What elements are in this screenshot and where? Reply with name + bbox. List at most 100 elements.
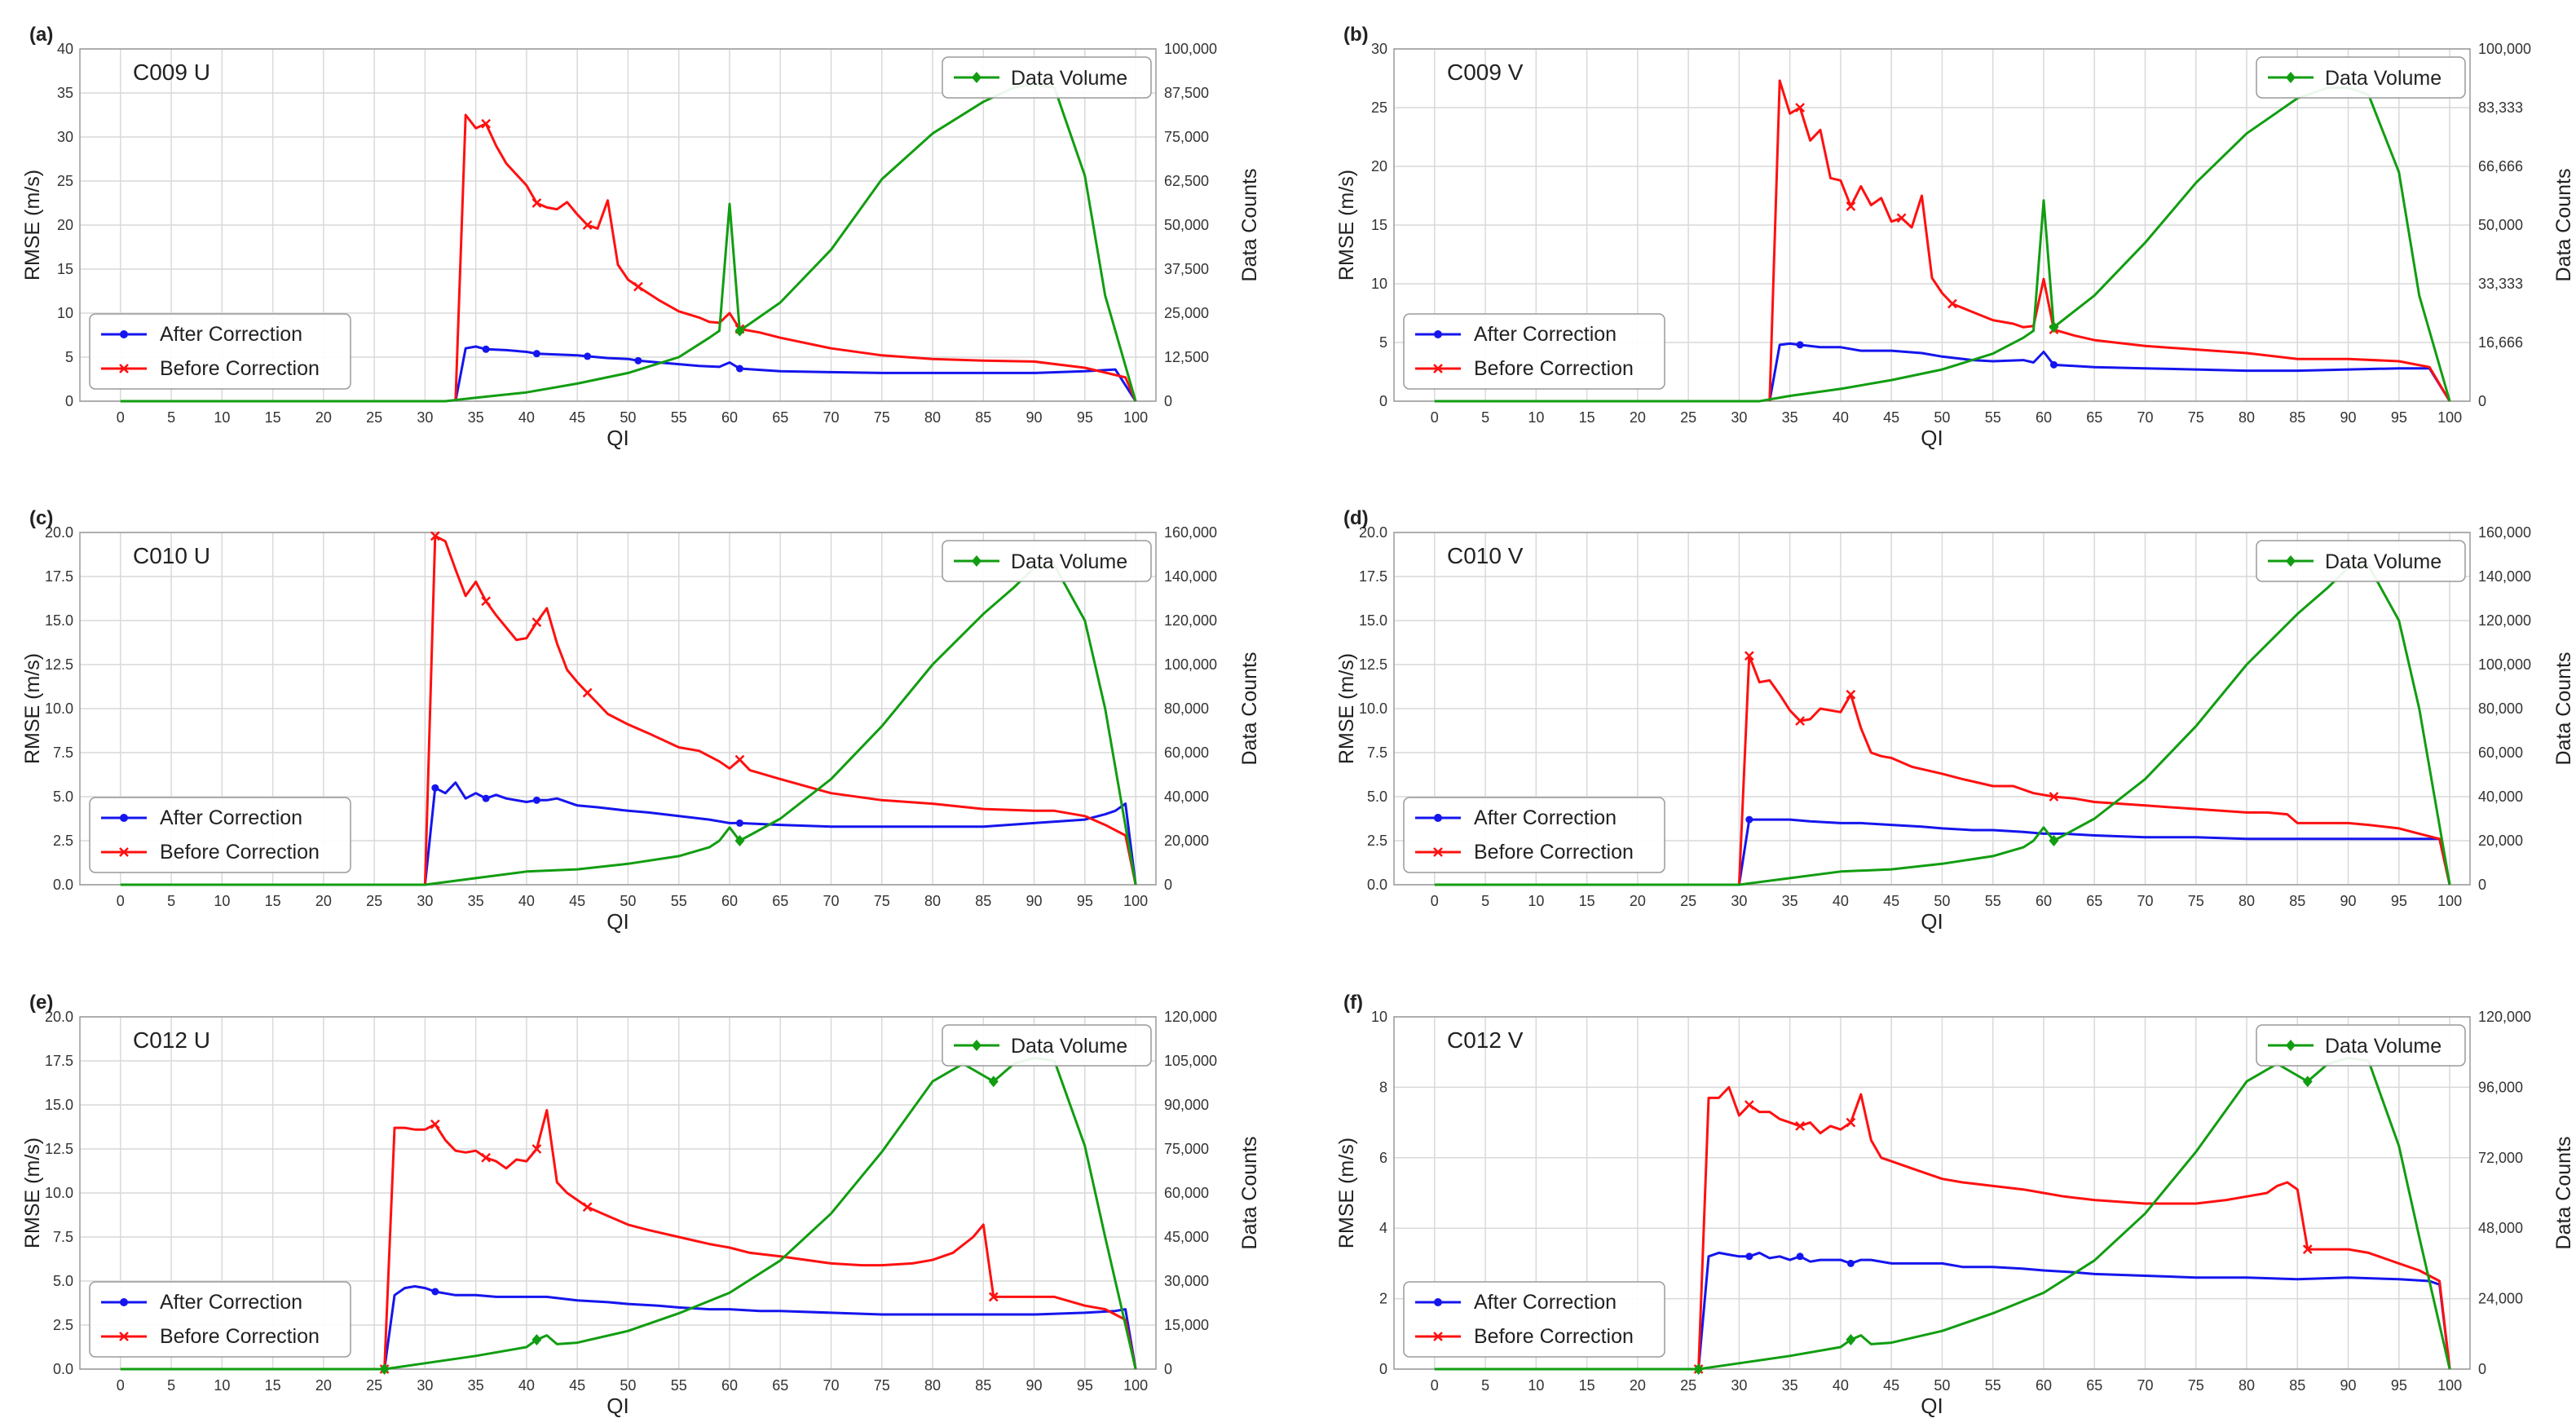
y-tick-label: 0 bbox=[1379, 1361, 1387, 1377]
y-tick-label: 17.5 bbox=[45, 568, 73, 585]
data-point-marker bbox=[532, 1144, 542, 1154]
x-tick-label: 85 bbox=[2289, 409, 2305, 426]
y-tick-label: 12.5 bbox=[45, 1141, 73, 1157]
data-point-marker bbox=[584, 352, 592, 360]
y2-tick-label: 120,000 bbox=[2478, 612, 2531, 629]
y2-tick-label: 120,000 bbox=[1164, 1009, 1217, 1025]
legend-right: Data Volume bbox=[942, 1024, 1152, 1067]
y2-tick-label: 0 bbox=[2478, 1361, 2486, 1377]
y-tick-label: 20.0 bbox=[1359, 524, 1387, 541]
x-tick-label: 85 bbox=[975, 893, 991, 909]
y2-tick-label: 140,000 bbox=[2478, 568, 2531, 585]
y2-axis-label: Data Counts bbox=[1238, 1137, 1261, 1250]
x-tick-label: 20 bbox=[315, 409, 332, 426]
y2-tick-label: 50,000 bbox=[1164, 217, 1209, 233]
series-line bbox=[1768, 342, 2451, 402]
y-tick-label: 2.5 bbox=[53, 833, 73, 849]
x-tick-label: 25 bbox=[366, 893, 382, 909]
y2-tick-label: 0 bbox=[2478, 393, 2486, 409]
y2-tick-label: 50,000 bbox=[2478, 217, 2523, 233]
legend-marker bbox=[119, 1332, 129, 1341]
series-after-correction bbox=[1737, 815, 2451, 886]
legend-box bbox=[89, 797, 351, 873]
panel-label: (c) bbox=[29, 507, 53, 529]
x-tick-label: 40 bbox=[518, 1377, 535, 1394]
x-tick-label: 5 bbox=[167, 1377, 175, 1394]
x-tick-label: 40 bbox=[1833, 893, 1849, 909]
panel-label: (f) bbox=[1343, 992, 1363, 1014]
x-tick-label: 55 bbox=[671, 893, 687, 909]
series-before-correction bbox=[1768, 79, 2451, 402]
y-tick-label: 15 bbox=[57, 261, 73, 277]
data-point-marker bbox=[1795, 103, 1805, 113]
y2-axis-label: Data Counts bbox=[1238, 652, 1261, 766]
y2-tick-label: 72,000 bbox=[2478, 1150, 2523, 1166]
plot-frame bbox=[79, 1016, 1157, 1370]
y-tick-label: 10.0 bbox=[45, 700, 73, 717]
y-tick-label: 7.5 bbox=[53, 1229, 73, 1245]
y-tick-label: 30 bbox=[57, 129, 73, 145]
x-tick-label: 100 bbox=[1123, 893, 1148, 909]
legend-box bbox=[2256, 540, 2466, 582]
x-tick-label: 60 bbox=[2036, 1377, 2052, 1394]
x-tick-label: 0 bbox=[117, 409, 125, 426]
x-tick-label: 10 bbox=[214, 1377, 230, 1394]
y2-axis-label: Data Counts bbox=[2552, 652, 2575, 766]
x-tick-label: 5 bbox=[1481, 1377, 1489, 1394]
series-line bbox=[1737, 818, 2451, 886]
x-tick-label: 90 bbox=[1026, 409, 1043, 426]
y2-tick-label: 105,000 bbox=[1164, 1053, 1217, 1069]
y-tick-label: 5 bbox=[65, 349, 73, 365]
data-point-marker bbox=[431, 784, 439, 792]
data-point-marker bbox=[735, 819, 743, 827]
data-point-marker bbox=[1846, 1117, 1856, 1128]
data-point-marker bbox=[1846, 1334, 1856, 1345]
data-point-marker bbox=[482, 794, 490, 802]
y-tick-label: 7.5 bbox=[53, 744, 73, 761]
series-line bbox=[383, 1109, 1137, 1370]
x-tick-label: 15 bbox=[265, 1377, 281, 1394]
y2-tick-label: 45,000 bbox=[1164, 1229, 1209, 1245]
x-tick-label: 40 bbox=[1833, 409, 1849, 426]
legend-label: After Correction bbox=[160, 806, 302, 829]
x-tick-label: 95 bbox=[1077, 409, 1093, 426]
x-tick-label: 100 bbox=[2437, 893, 2462, 909]
series-before-correction bbox=[423, 531, 1137, 886]
y2-tick-label: 96,000 bbox=[2478, 1079, 2523, 1095]
x-tick-label: 45 bbox=[569, 409, 585, 426]
chart-panel-c: 0 5 10 15 20 25 30 35 40 45 50 55 60 65 70 75 80 85 90 95 10… bbox=[21, 507, 1261, 934]
x-tick-label: 55 bbox=[671, 1377, 687, 1394]
y2-tick-label: 0 bbox=[1164, 1361, 1172, 1377]
y-tick-label: 12.5 bbox=[45, 656, 73, 673]
x-axis-label: QI bbox=[607, 426, 629, 450]
x-tick-label: 80 bbox=[2239, 409, 2255, 426]
x-tick-label: 65 bbox=[772, 409, 788, 426]
data-point-marker bbox=[1745, 1252, 1753, 1261]
x-tick-label: 25 bbox=[1680, 893, 1696, 909]
chart-panel-e: 0 5 10 15 20 25 30 35 40 45 50 55 60 65 70 75 80 85 90 95 10… bbox=[21, 992, 1261, 1418]
data-point-marker bbox=[2049, 792, 2059, 802]
y-tick-label: 10.0 bbox=[1359, 700, 1387, 717]
y-tick-label: 15.0 bbox=[45, 612, 73, 629]
y2-tick-label: 15,000 bbox=[1164, 1317, 1209, 1333]
x-tick-label: 0 bbox=[117, 893, 125, 909]
y-tick-label: 10 bbox=[1371, 1009, 1387, 1025]
y2-tick-label: 30,000 bbox=[1164, 1273, 1209, 1289]
data-point-marker bbox=[430, 531, 440, 541]
y-axis-label: RMSE (m/s) bbox=[1335, 653, 1358, 764]
y-tick-label: 10 bbox=[1371, 276, 1387, 292]
data-point-marker bbox=[734, 325, 745, 337]
x-tick-label: 75 bbox=[874, 409, 890, 426]
series-line bbox=[1768, 79, 2451, 402]
y2-tick-label: 40,000 bbox=[1164, 789, 1209, 805]
y2-tick-label: 33,333 bbox=[2478, 276, 2523, 292]
y-tick-label: 0 bbox=[1379, 393, 1387, 409]
y2-tick-label: 0 bbox=[2478, 877, 2486, 893]
x-tick-label: 90 bbox=[1026, 1377, 1043, 1394]
x-tick-label: 25 bbox=[366, 409, 382, 426]
x-tick-label: 80 bbox=[2239, 893, 2255, 909]
legend-marker bbox=[2286, 555, 2296, 567]
y-tick-label: 25 bbox=[57, 173, 73, 189]
legend-label: Data Volume bbox=[1011, 1035, 1127, 1058]
x-tick-label: 50 bbox=[620, 1377, 636, 1394]
